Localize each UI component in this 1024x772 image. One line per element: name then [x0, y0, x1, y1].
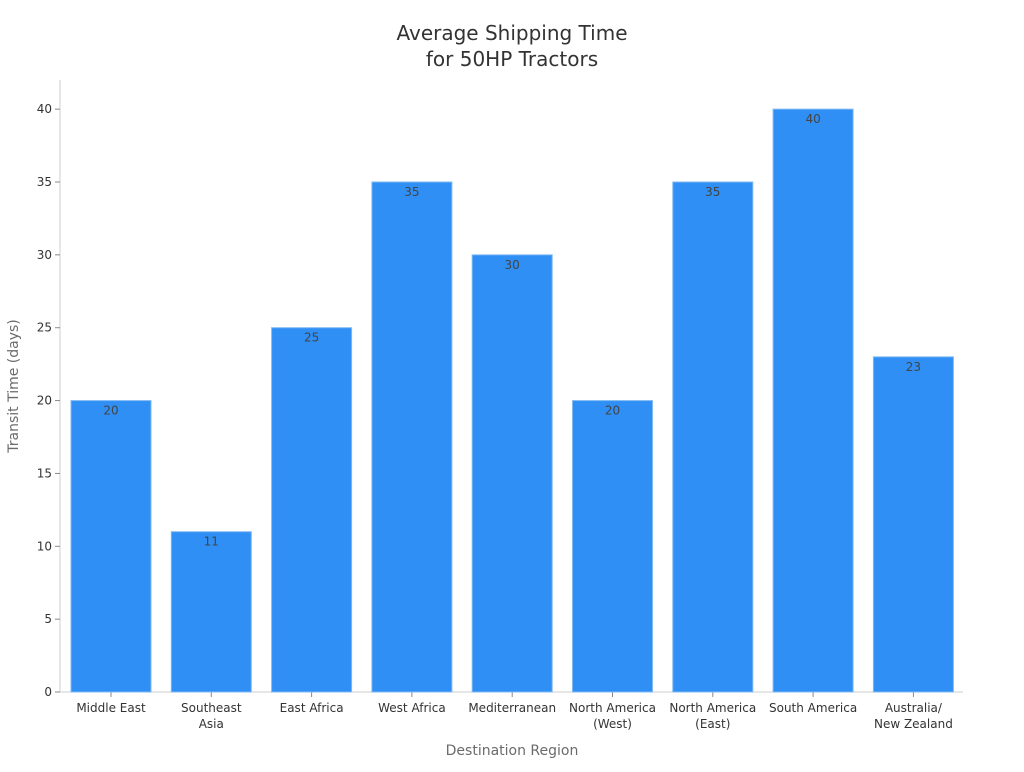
bar — [572, 400, 653, 693]
y-tick-label: 10 — [37, 539, 52, 553]
chart-title-line-1: Average Shipping Time — [396, 21, 627, 45]
data-label: 23 — [906, 360, 921, 374]
data-label: 35 — [404, 185, 419, 199]
x-tick-label: West Africa — [378, 701, 446, 715]
bar — [170, 531, 252, 693]
axes: 0 5 10 15 20 25 30 35 40 Middle East Southeast Asia… — [37, 80, 963, 731]
bar — [672, 181, 754, 693]
data-label: 30 — [505, 258, 520, 272]
data-labels: 20 11 25 35 30 20 35 40 23 — [103, 112, 921, 549]
y-tick-label: 35 — [37, 175, 52, 189]
data-label: 40 — [805, 112, 820, 126]
data-label: 20 — [103, 404, 118, 418]
x-tick-label: Middle East — [76, 701, 146, 715]
y-tick-label: 15 — [37, 466, 52, 480]
x-tick-label: Mediterranean — [468, 701, 556, 715]
y-tick-label: 30 — [37, 248, 52, 262]
x-tick-label: Southeast Asia — [181, 701, 242, 731]
x-tick-label: North America (East) — [669, 701, 756, 731]
chart-title-line-2: for 50HP Tractors — [426, 47, 598, 71]
bar — [471, 254, 553, 693]
data-label: 35 — [705, 185, 720, 199]
x-axis-title: Destination Region — [446, 743, 579, 759]
bar — [271, 327, 353, 693]
x-tick-label: East Africa — [280, 701, 344, 715]
x-tick-label: North America (West) — [569, 701, 656, 731]
chart-title: Average Shipping Time for 50HP Tractors — [396, 21, 627, 71]
y-tick-label: 5 — [44, 612, 52, 626]
data-label: 11 — [204, 535, 219, 549]
data-label: 25 — [304, 331, 319, 345]
y-axis-title: Transit Time (days) — [6, 319, 22, 454]
data-label: 20 — [605, 404, 620, 418]
bars — [70, 108, 954, 693]
y-tick-label: 0 — [44, 685, 52, 699]
bar — [371, 181, 453, 693]
bar — [872, 356, 954, 693]
bar — [70, 400, 152, 693]
x-tick-label: South America — [769, 701, 857, 715]
y-tick-label: 20 — [37, 394, 52, 408]
y-tick-label: 40 — [37, 102, 52, 116]
bar — [772, 108, 854, 693]
x-tick-label: Australia/New Zealand — [874, 701, 953, 731]
y-tick-label: 25 — [37, 321, 52, 335]
